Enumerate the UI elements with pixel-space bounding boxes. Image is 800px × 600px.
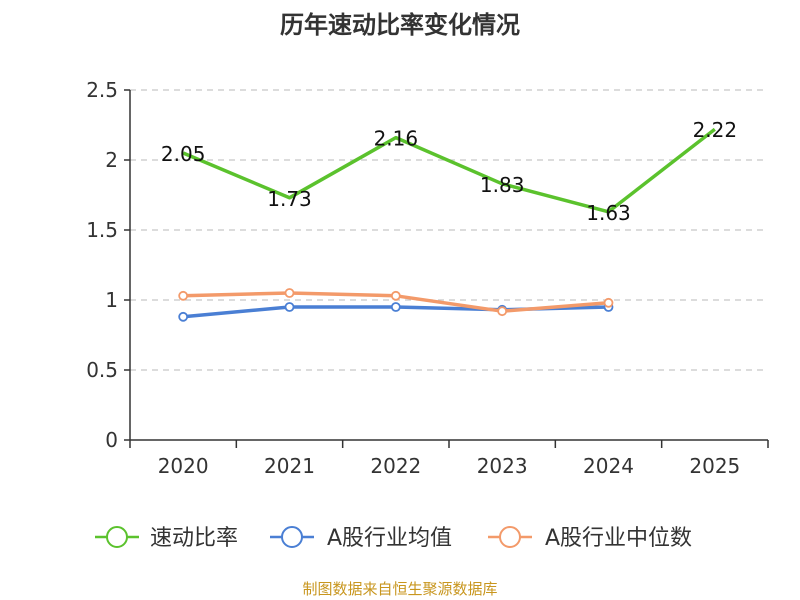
data-point[interactable] bbox=[390, 302, 401, 312]
data-point[interactable] bbox=[178, 311, 189, 322]
series-lines bbox=[178, 127, 716, 322]
source-footer: 制图数据来自恒生聚源数据库 bbox=[302, 580, 497, 598]
x-tick-label: 2020 bbox=[158, 454, 209, 478]
y-tick-label: 0.5 bbox=[86, 358, 118, 382]
y-tick-label: 1.5 bbox=[86, 218, 118, 242]
y-tick-label: 0 bbox=[105, 428, 118, 452]
legend-item-0[interactable]: 速动比率 bbox=[95, 526, 238, 551]
data-label: 1.63 bbox=[586, 201, 631, 225]
x-tick-label: 2022 bbox=[370, 454, 421, 478]
x-tick-label: 2023 bbox=[477, 454, 528, 478]
y-tick-label: 2.5 bbox=[86, 78, 118, 102]
data-point[interactable] bbox=[603, 297, 614, 308]
x-tick-label: 2024 bbox=[583, 454, 634, 478]
data-labels: 2.05 1.73 2.16 1.83 1.63 2.22 bbox=[161, 118, 737, 225]
legend[interactable]: 速动比率 A股行业均值 A股行业中位数 bbox=[95, 526, 692, 551]
legend-item-1[interactable]: A股行业均值 bbox=[270, 526, 452, 551]
data-label: 2.16 bbox=[374, 127, 419, 151]
data-point[interactable] bbox=[284, 302, 295, 312]
x-tick-label: 2025 bbox=[689, 454, 740, 478]
data-label: 1.83 bbox=[480, 173, 525, 197]
data-point[interactable] bbox=[497, 306, 508, 317]
data-point[interactable] bbox=[178, 290, 189, 301]
data-label: 2.22 bbox=[693, 118, 738, 142]
axes: 0 0.5 1 1.5 2 2.5 2020 2021 2022 2023 2024 2025 bbox=[86, 78, 769, 478]
data-point[interactable] bbox=[284, 288, 295, 298]
legend-marker bbox=[499, 526, 521, 548]
grid-lines bbox=[130, 89, 768, 371]
legend-label: A股行业均值 bbox=[327, 526, 452, 551]
y-tick-label: 1 bbox=[105, 288, 118, 312]
y-tick-label: 2 bbox=[105, 148, 118, 172]
x-tick-label: 2021 bbox=[264, 454, 315, 478]
data-label: 1.73 bbox=[267, 187, 312, 211]
legend-item-2[interactable]: A股行业中位数 bbox=[488, 526, 692, 551]
chart-title: 历年速动比率变化情况 bbox=[280, 11, 520, 39]
series-line-0 bbox=[182, 127, 716, 214]
data-label: 2.05 bbox=[161, 142, 206, 166]
legend-label: 速动比率 bbox=[150, 526, 238, 551]
legend-marker bbox=[106, 526, 128, 548]
legend-label: A股行业中位数 bbox=[545, 526, 692, 551]
data-point[interactable] bbox=[390, 290, 401, 301]
legend-marker bbox=[281, 526, 303, 548]
